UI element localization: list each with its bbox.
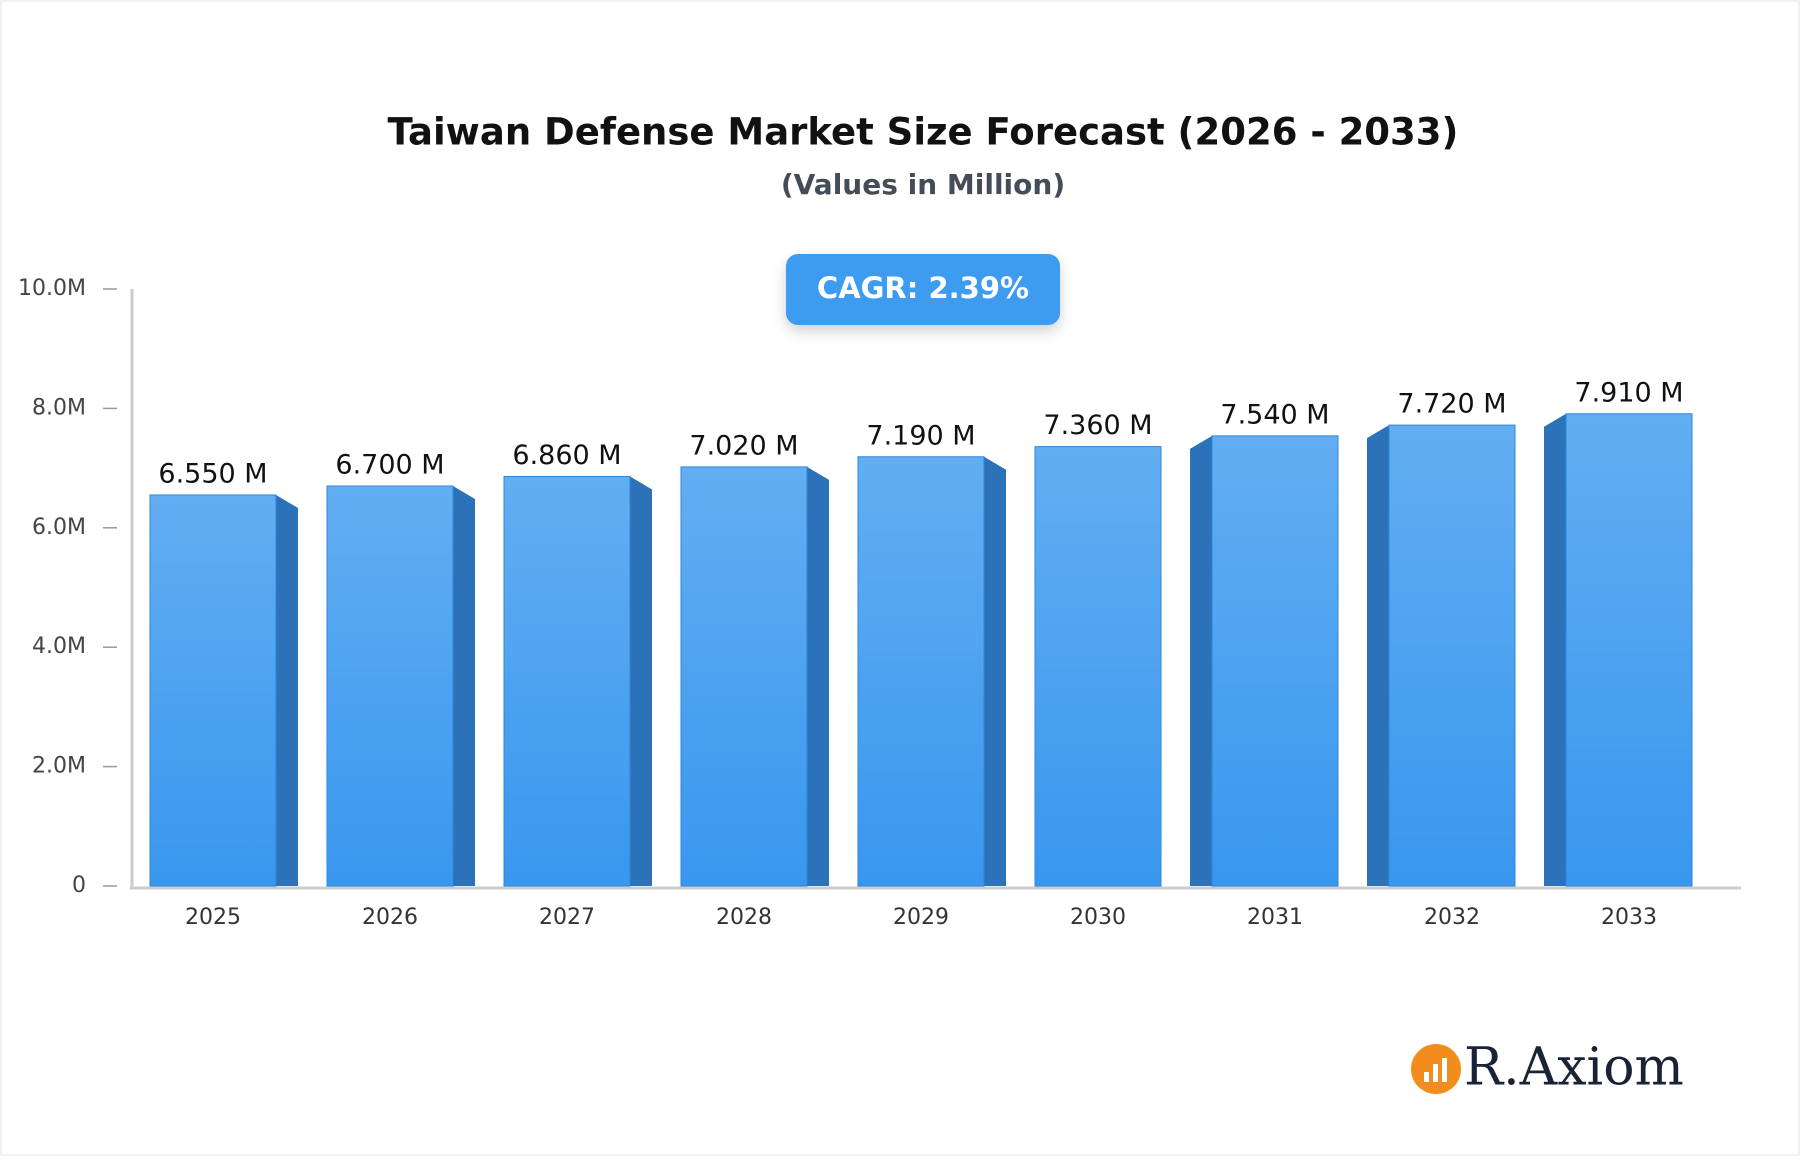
value-label: 7.360 M [1043, 410, 1152, 441]
logo-icon-bar [1442, 1058, 1447, 1082]
value-label: 6.550 M [158, 458, 267, 489]
bar-side [807, 466, 829, 886]
bar [680, 466, 808, 887]
value-label: 7.910 M [1574, 377, 1683, 408]
y-tick-label: 2.0M [32, 754, 86, 779]
bar [1388, 424, 1516, 887]
x-tick-label: 2030 [1070, 905, 1126, 930]
x-tick-label: 2033 [1601, 905, 1657, 930]
value-label: 6.860 M [512, 440, 621, 471]
bar [1034, 446, 1162, 887]
y-tick-label: 8.0M [32, 395, 86, 420]
y-tick-label: 10.0M [18, 276, 86, 301]
value-label: 7.020 M [689, 430, 798, 461]
bar [503, 475, 631, 887]
chart-subtitle: (Values in Million) [781, 168, 1065, 201]
value-label: 7.540 M [1220, 399, 1329, 430]
bar [857, 456, 985, 887]
cagr-badge [786, 254, 1060, 325]
x-tick-label: 2029 [893, 905, 949, 930]
chart-title: Taiwan Defense Market Size Forecast (202… [388, 111, 1459, 154]
cagr-text: CAGR: 2.39% [817, 271, 1029, 305]
value-label: 6.700 M [335, 450, 444, 481]
value-label: 7.190 M [866, 420, 975, 451]
value-label: 7.720 M [1397, 389, 1506, 420]
x-tick-label: 2026 [362, 905, 418, 930]
bar-side [1544, 413, 1566, 886]
bar-side [276, 494, 298, 886]
bar-side [1367, 425, 1389, 886]
y-tick-label: 6.0M [32, 515, 86, 540]
bar-side [630, 476, 652, 886]
x-tick-label: 2031 [1247, 905, 1303, 930]
bar [1211, 435, 1339, 887]
y-tick-label: 4.0M [32, 634, 86, 659]
bar-side [1190, 435, 1212, 886]
logo-text: R.Axiom [1464, 1038, 1684, 1098]
bar [1565, 413, 1693, 887]
y-tick-label: 0 [72, 873, 86, 898]
logo-icon-bar [1433, 1064, 1438, 1082]
bar-side [984, 456, 1006, 886]
bar [326, 485, 454, 887]
bar [149, 494, 277, 887]
x-tick-label: 2027 [539, 905, 595, 930]
logo: R.Axiom [1411, 1038, 1684, 1098]
bar-side [453, 486, 475, 886]
x-tick-label: 2032 [1424, 905, 1480, 930]
x-tick-label: 2028 [716, 905, 772, 930]
x-tick-label: 2025 [185, 905, 241, 930]
logo-icon-bar [1424, 1072, 1429, 1082]
